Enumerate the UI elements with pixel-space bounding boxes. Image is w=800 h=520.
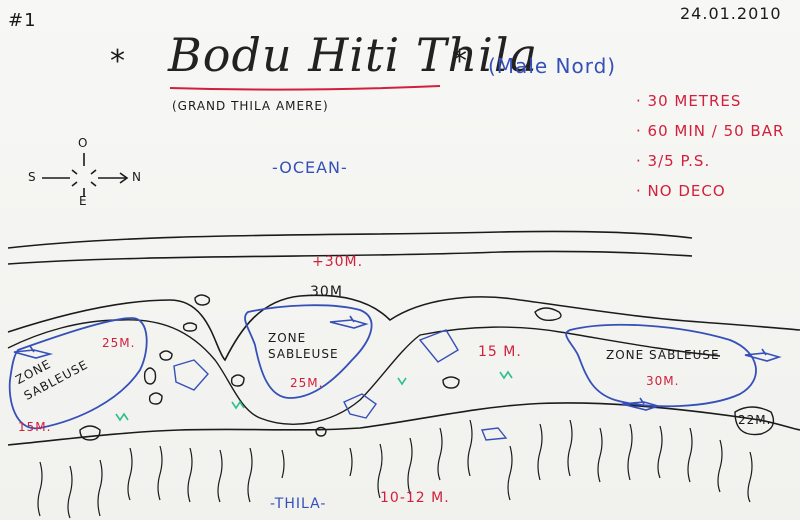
rock-depth-label: 22M. — [738, 413, 772, 427]
thila-depth-label: 10-12 M. — [380, 490, 450, 506]
ocean-label: -OCEAN- — [272, 158, 348, 177]
compass-west-label: O — [78, 136, 89, 150]
rocks — [79, 294, 775, 441]
dive-date: 24.01.2010 — [680, 4, 782, 23]
fish-schools — [173, 329, 508, 441]
note-ps: · 3/5 P.S. — [636, 152, 711, 170]
zone-right-label: ZONE SABLEUSE — [606, 348, 720, 362]
sandy-zone-right — [565, 323, 757, 408]
zone-center-label: ZONE SABLEUSE — [268, 331, 339, 361]
star-right: * — [452, 44, 467, 79]
reef-outline-lower — [7, 402, 800, 446]
reef-slope — [7, 319, 721, 425]
sandy-zone-left — [8, 317, 148, 429]
zone-left-depth-bottom: 15M. — [18, 420, 52, 434]
compass-east-label: E — [79, 194, 88, 208]
compass-south-label: S — [28, 170, 37, 184]
zone-left-depth-top: 25M. — [102, 336, 136, 350]
reef-outline-upper — [7, 294, 800, 362]
depth-inner-label: 30M — [310, 284, 343, 300]
reef-line-outer-1 — [7, 230, 693, 249]
reef-line-outer-2 — [7, 250, 693, 265]
depth-outer-label: +30M. — [312, 254, 364, 270]
thila-label: -THILA- — [270, 496, 327, 512]
dive-notes: · 30 METRES · 60 MIN / 50 BAR · 3/5 P.S.… — [636, 92, 784, 212]
note-deco: · NO DECO — [636, 182, 726, 200]
dive-number: #1 — [8, 10, 37, 31]
thila-hatching — [37, 419, 753, 519]
zone-center-depth: 25M. — [290, 376, 324, 390]
note-depth: · 30 METRES — [636, 92, 742, 110]
title-underline — [169, 85, 441, 91]
coral-marks — [115, 370, 513, 422]
note-time-air: · 60 MIN / 50 BAR — [636, 122, 785, 140]
sharks — [13, 315, 782, 411]
site-title: Bodu Hiti Thila — [168, 28, 538, 82]
site-subtitle: (GRAND THILA AMERE) — [172, 99, 329, 113]
compass-rose — [42, 153, 129, 197]
star-left: * — [110, 44, 125, 79]
compass-north-label: N — [132, 170, 142, 184]
zone-right-depth: 30M. — [646, 374, 680, 388]
depth-right-mid: 15 M. — [478, 344, 522, 360]
region-label: (Male Nord) — [488, 54, 617, 78]
sandy-zone-center — [244, 304, 373, 399]
